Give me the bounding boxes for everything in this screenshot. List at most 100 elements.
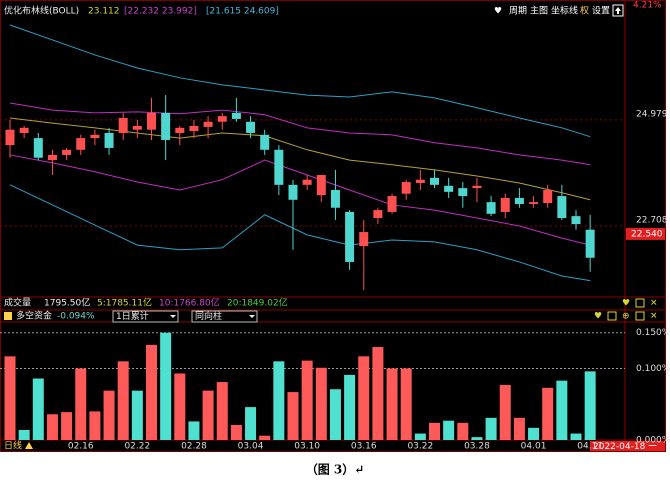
candle-body bbox=[132, 125, 142, 130]
toolbar-item[interactable]: 坐标线 bbox=[551, 5, 578, 17]
icon[interactable]: ⊕ bbox=[622, 312, 630, 322]
bar bbox=[443, 420, 455, 440]
candle-body bbox=[302, 179, 312, 185]
volume-text: 5:1785.11亿 bbox=[97, 297, 152, 309]
volume-text: 20:1849.02亿 bbox=[227, 297, 288, 309]
bar bbox=[89, 411, 101, 440]
icon[interactable]: ✕ bbox=[650, 299, 658, 309]
volume-text: 10:1766.80亿 bbox=[159, 297, 220, 309]
toolbar-item[interactable]: 周期 bbox=[509, 6, 527, 17]
bar bbox=[259, 435, 271, 440]
icon[interactable] bbox=[607, 311, 617, 321]
icon[interactable]: ♥ bbox=[622, 299, 630, 309]
dropdown-text[interactable]: 1日累计 bbox=[116, 310, 149, 322]
bar bbox=[584, 371, 596, 440]
candle-body bbox=[76, 138, 86, 150]
bar bbox=[46, 414, 58, 440]
date-box bbox=[590, 441, 665, 451]
bar bbox=[429, 422, 440, 440]
panel-value: -0.094% bbox=[57, 312, 95, 322]
dropdown[interactable] bbox=[191, 310, 258, 323]
period-label[interactable]: 日线 bbox=[4, 440, 22, 452]
bar bbox=[499, 384, 511, 440]
bar bbox=[528, 427, 540, 440]
candle-body bbox=[274, 149, 284, 185]
toolbar-item[interactable]: 设置 bbox=[592, 6, 610, 17]
bar bbox=[202, 390, 214, 440]
candle-body bbox=[359, 232, 369, 247]
bar bbox=[230, 424, 242, 440]
bar bbox=[216, 382, 228, 440]
candle-body bbox=[33, 138, 43, 158]
candle-body bbox=[444, 185, 454, 192]
candle-body bbox=[175, 127, 185, 133]
icon[interactable] bbox=[635, 311, 645, 321]
volume-text: 1795.50亿 bbox=[44, 297, 90, 309]
x-tick-label: 03.22 bbox=[407, 442, 433, 452]
candle-body bbox=[415, 179, 425, 183]
bar bbox=[146, 344, 157, 440]
candle-body bbox=[104, 132, 114, 148]
bar bbox=[245, 407, 257, 440]
candle-body bbox=[47, 154, 57, 161]
bar bbox=[75, 368, 87, 440]
panel-title: 多空资金 bbox=[16, 310, 52, 322]
x-tick-label: 02.28 bbox=[181, 442, 207, 452]
candle-body bbox=[5, 129, 15, 146]
candle-body bbox=[62, 149, 72, 155]
y-tick-label: 0.100% bbox=[636, 364, 670, 374]
bar bbox=[160, 332, 172, 440]
last-price-box bbox=[626, 227, 665, 240]
dropdown[interactable] bbox=[112, 310, 179, 323]
candle-body bbox=[260, 134, 270, 150]
candle-body bbox=[118, 118, 128, 133]
x-tick-label: 03.16 bbox=[351, 442, 377, 452]
bar bbox=[4, 356, 16, 440]
scroll-button[interactable] bbox=[612, 4, 624, 17]
bar bbox=[315, 367, 327, 440]
bar bbox=[414, 433, 426, 440]
volume-label: 成交量 bbox=[4, 297, 31, 309]
x-tick-label: 02.22 bbox=[124, 442, 150, 452]
period-icon bbox=[25, 442, 33, 449]
x-tick-label: 02.16 bbox=[68, 442, 94, 452]
bar bbox=[174, 373, 186, 440]
bar bbox=[188, 421, 200, 440]
dropdown-arrow bbox=[170, 315, 176, 318]
toolbar-item[interactable]: 权 bbox=[580, 5, 589, 17]
icon[interactable]: ♥ bbox=[594, 312, 602, 322]
y-tick-label: 24.979 bbox=[636, 109, 668, 119]
y-tick-label: 0.000% bbox=[636, 436, 670, 446]
candle-body bbox=[529, 202, 539, 204]
bar bbox=[301, 360, 313, 440]
candle-body bbox=[387, 196, 397, 212]
candle-body bbox=[90, 134, 100, 139]
icon[interactable] bbox=[635, 298, 645, 308]
bar bbox=[131, 390, 143, 440]
x-tick-label: 04.11 bbox=[577, 442, 603, 452]
candle-body bbox=[585, 229, 595, 258]
candle-body bbox=[147, 112, 156, 130]
mid-value: 23.112 bbox=[88, 7, 120, 17]
bar bbox=[570, 433, 582, 440]
candle-body bbox=[330, 189, 340, 208]
candle-body bbox=[316, 175, 326, 196]
band-line bbox=[9, 24, 591, 138]
icon[interactable]: ✕ bbox=[650, 312, 658, 322]
candle-body bbox=[217, 116, 227, 122]
caption: （图 3）↵ bbox=[306, 462, 365, 477]
candle-body bbox=[246, 121, 256, 133]
bar bbox=[61, 412, 73, 440]
bar bbox=[372, 347, 384, 440]
icon: ♥ bbox=[494, 7, 502, 17]
bar bbox=[358, 356, 370, 440]
bar bbox=[18, 429, 30, 440]
bar bbox=[344, 374, 356, 440]
bar bbox=[329, 389, 341, 440]
candle-body bbox=[345, 211, 355, 262]
bar bbox=[103, 390, 115, 440]
toolbar-item[interactable]: 主图 bbox=[530, 5, 548, 17]
candle-body bbox=[514, 197, 524, 204]
dropdown-text[interactable]: 同向柱 bbox=[195, 310, 222, 322]
